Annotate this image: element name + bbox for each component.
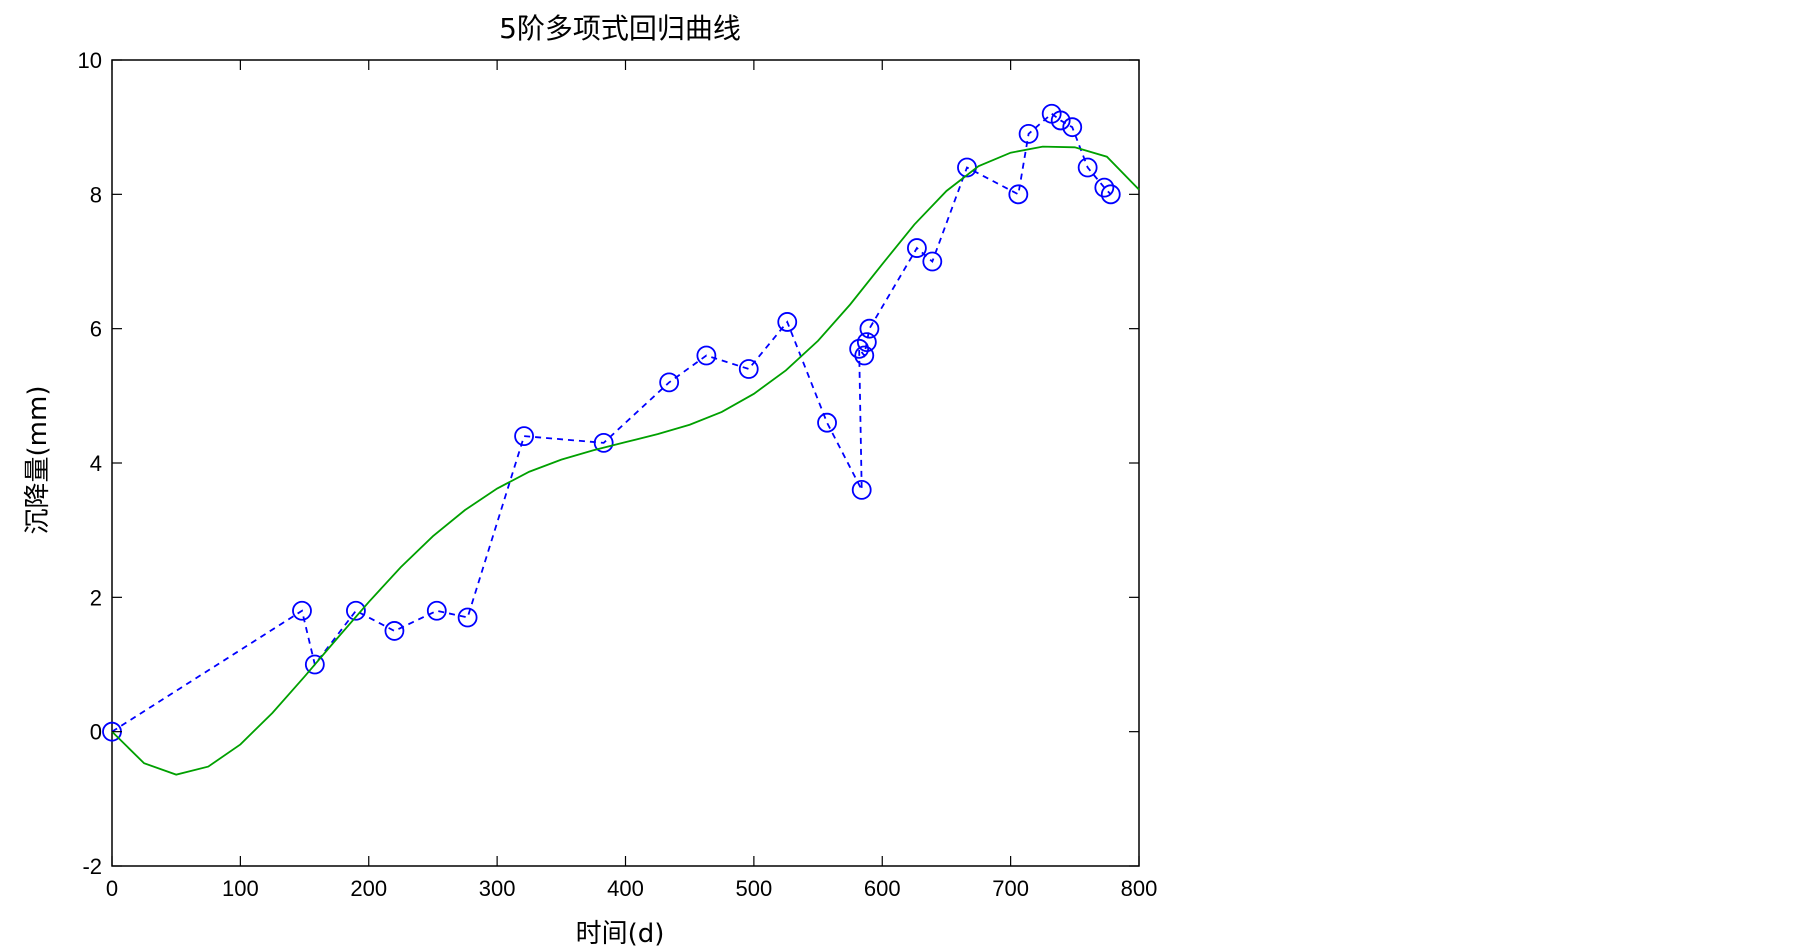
- plot-frame: [111, 59, 1140, 867]
- y-tick-label: -2: [82, 854, 102, 879]
- x-tick-label: 300: [479, 876, 516, 901]
- measured-data-point: [292, 600, 312, 621]
- measured-data-point: [346, 600, 366, 621]
- x-tick-label: 100: [222, 876, 259, 901]
- series-layer: [102, 103, 1140, 776]
- measured-data-point: [514, 426, 534, 447]
- y-tick-label: 4: [90, 451, 102, 476]
- x-tick-label: 800: [1121, 876, 1158, 901]
- measured-data-point: [1018, 123, 1039, 144]
- x-tick-label: 700: [992, 876, 1029, 901]
- measured-data-point: [659, 372, 680, 393]
- measured-data-point: [593, 432, 614, 453]
- chart-title: 5阶多项式回归曲线: [499, 12, 741, 45]
- measured-data-point: [1062, 117, 1083, 138]
- y-tick-label: 10: [78, 48, 102, 73]
- measured-data-point: [1077, 157, 1098, 178]
- y-axis-label: 沉降量(mm): [23, 386, 53, 535]
- x-axis-label: 时间(d): [576, 919, 665, 948]
- x-tick-label: 400: [607, 876, 644, 901]
- measured-data-point: [849, 338, 870, 359]
- measured-data-point: [907, 238, 927, 258]
- x-tick-label: 600: [864, 876, 901, 901]
- y-tick-label: 2: [90, 585, 102, 610]
- measured-data-point: [851, 479, 872, 500]
- measured-data-point: [856, 332, 877, 353]
- measured-data-point: [1008, 184, 1029, 205]
- measured-data-point: [817, 412, 837, 433]
- x-tick-label: 500: [736, 876, 773, 901]
- regression-curve: [111, 145, 1140, 776]
- measured-data-point: [457, 607, 478, 628]
- measured-data-point: [854, 345, 875, 366]
- x-tick-label: 0: [106, 876, 118, 901]
- y-tick-label: 6: [90, 317, 102, 342]
- y-tick-label: 8: [90, 182, 102, 207]
- measured-data-point: [426, 600, 447, 621]
- measured-data-point: [859, 318, 880, 339]
- plot-area: [111, 59, 1140, 867]
- measured-data-point: [304, 654, 325, 675]
- measured-data-point: [1094, 177, 1115, 198]
- y-tick-label: 0: [90, 720, 102, 745]
- x-tick-label: 200: [350, 876, 387, 901]
- measured-data-point: [1100, 184, 1121, 205]
- measured-data-point: [1050, 110, 1071, 131]
- measured-data-point: [384, 621, 405, 641]
- measured-data-point: [738, 359, 759, 379]
- measured-data-point: [777, 312, 798, 332]
- measured-data-point: [696, 345, 717, 366]
- measured-data-point: [922, 251, 943, 272]
